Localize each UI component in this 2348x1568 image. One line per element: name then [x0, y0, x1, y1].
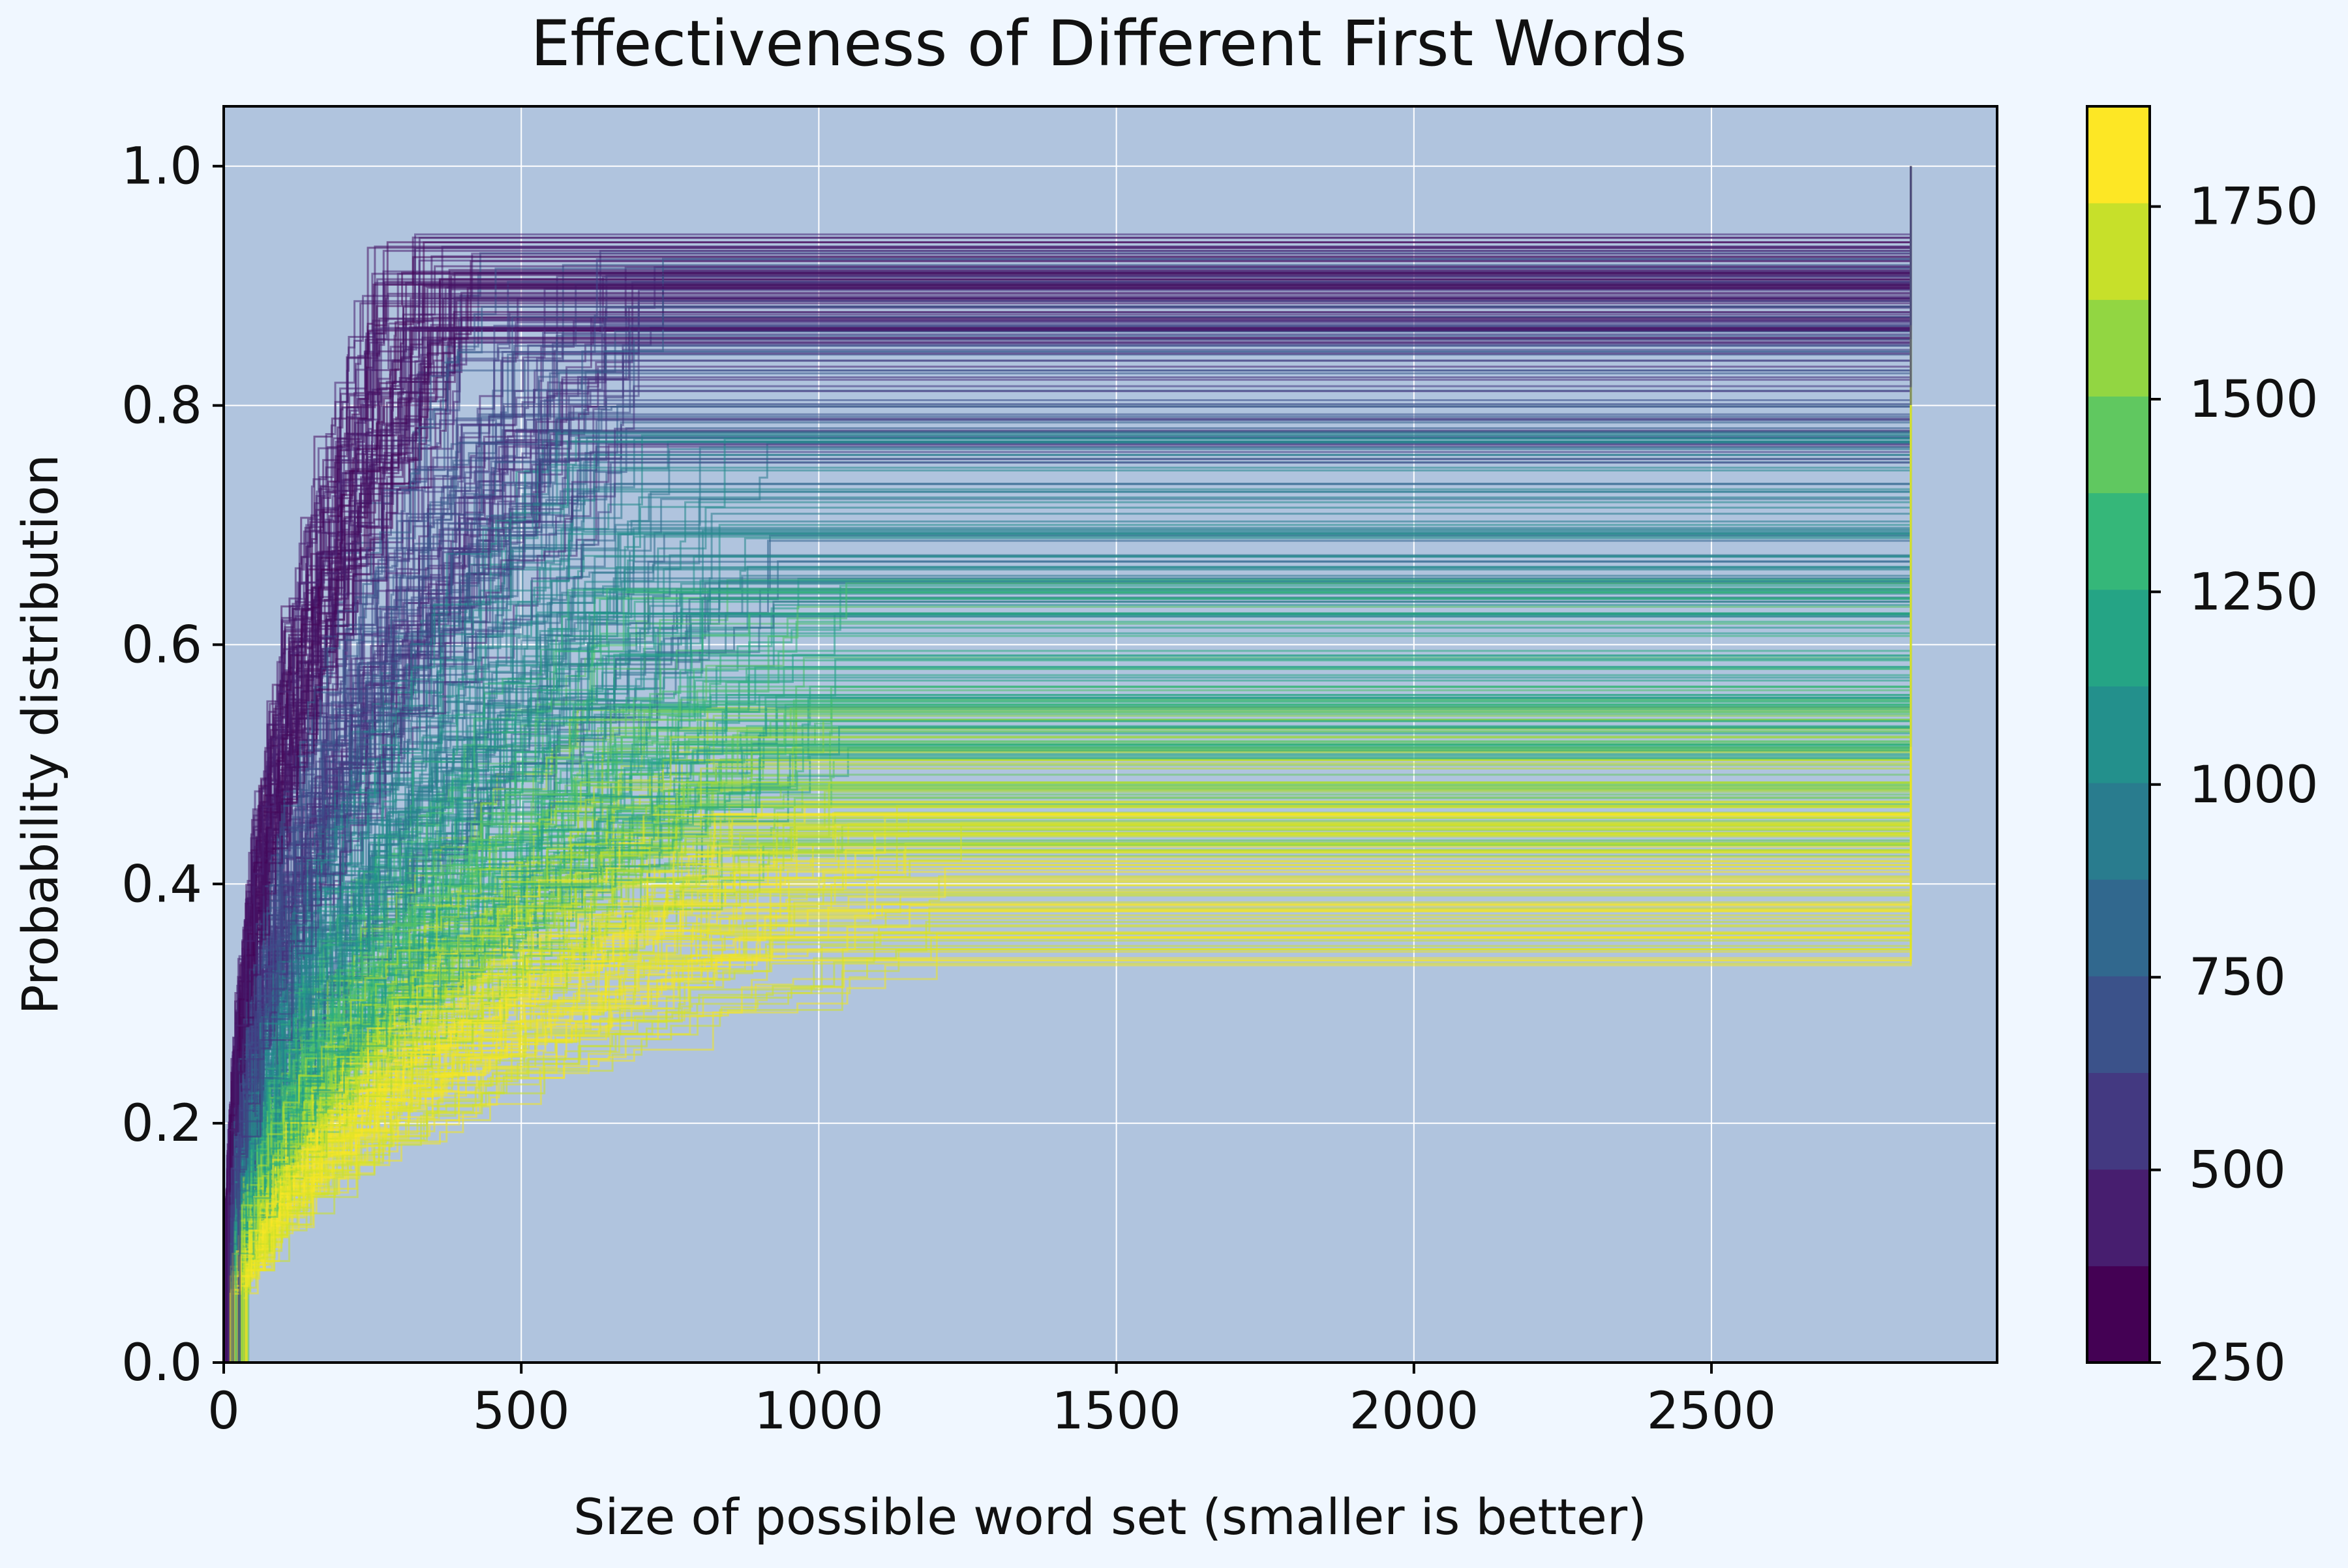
colorbar-tick-label-6: 1750 [2189, 178, 2319, 237]
step-curve [224, 166, 1912, 1364]
colorbar-segment-8 [2087, 492, 2150, 590]
colorbar-tick-label-2: 750 [2189, 948, 2286, 1007]
step-curve [224, 166, 1912, 1364]
step-curve [224, 166, 1912, 1364]
colorbar-tick-label-0: 250 [2189, 1334, 2286, 1393]
step-curve [224, 166, 1912, 1364]
step-curve [224, 166, 1912, 1364]
step-curve [224, 166, 1912, 1364]
x-axis-ticks: 0 500 1000 1500 2000 2500 [207, 1363, 1776, 1441]
step-curve [224, 166, 1912, 1364]
step-curve [224, 166, 1912, 1364]
colorbar-segment-3 [2087, 976, 2150, 1074]
x-tick-label-2: 1000 [754, 1382, 884, 1441]
step-curve [224, 166, 1912, 1364]
y-axis-ticks: 0.0 0.2 0.4 0.6 0.8 1.0 [121, 138, 224, 1393]
step-curve [224, 166, 1912, 1364]
colorbar-segment-5 [2087, 783, 2150, 880]
step-curve [224, 166, 1912, 1364]
step-curve [224, 166, 1912, 1364]
colorbar-segment-7 [2087, 589, 2150, 687]
colorbar-tick-label-3: 1000 [2189, 756, 2319, 815]
colorbar-segment-1 [2087, 1169, 2150, 1267]
step-curve [224, 166, 1912, 1364]
step-curve [224, 166, 1912, 1364]
chart-title: Effectiveness of Different First Words [531, 7, 1687, 80]
step-curve [224, 166, 1912, 1364]
x-tick-label-0: 0 [207, 1382, 240, 1441]
step-curve [224, 166, 1912, 1364]
colorbar-tick-label-4: 1250 [2189, 563, 2319, 622]
step-curve [224, 166, 1912, 1364]
colorbar-segment-12 [2087, 106, 2150, 204]
colorbar-tick-label-1: 500 [2189, 1141, 2286, 1200]
step-curve [224, 166, 1912, 1364]
y-tick-label-2: 0.4 [121, 855, 202, 914]
y-tick-label-0: 0.0 [121, 1334, 202, 1393]
colorbar-segment-4 [2087, 879, 2150, 976]
x-tick-label-5: 2500 [1647, 1382, 1777, 1441]
plot-frame [222, 105, 1998, 1364]
step-curve [224, 166, 1912, 1364]
x-tick-label-3: 1500 [1051, 1382, 1181, 1441]
colorbar-segment-0 [2087, 1265, 2150, 1363]
step-curve [224, 166, 1912, 1364]
step-curve [224, 166, 1912, 1364]
step-curve [224, 166, 1912, 1364]
step-curve [224, 166, 1912, 1364]
colorbar-segment-10 [2087, 299, 2150, 397]
y-tick-label-4: 0.8 [121, 377, 202, 436]
colorbar-tick-label-5: 1500 [2189, 370, 2319, 429]
colorbar-frame [2086, 105, 2151, 1364]
step-curves [224, 166, 1912, 1364]
step-curve [224, 166, 1912, 1364]
step-curve [224, 166, 1912, 1364]
y-axis-label: Probability distribution [11, 454, 69, 1014]
x-axis-label: Size of possible word set (smaller is be… [573, 1488, 1647, 1546]
step-curve [224, 166, 1912, 1364]
step-curve [224, 166, 1912, 1364]
step-curve [224, 166, 1912, 1364]
step-curve [224, 166, 1912, 1364]
step-curve [224, 166, 1912, 1364]
colorbar: 250 500 750 1000 1250 1500 1750 [2086, 105, 2319, 1393]
colorbar-segment-9 [2087, 396, 2150, 494]
colorbar-segment-11 [2087, 203, 2150, 300]
y-tick-label-1: 0.2 [121, 1094, 202, 1153]
step-curve [224, 166, 1912, 1364]
step-curve [224, 166, 1912, 1364]
x-tick-label-4: 2000 [1349, 1382, 1479, 1441]
y-tick-label-3: 0.6 [121, 616, 202, 674]
colorbar-segment-6 [2087, 686, 2150, 783]
step-curve [224, 166, 1912, 1364]
x-tick-label-1: 500 [473, 1382, 570, 1441]
step-curve [224, 166, 1912, 1364]
y-tick-label-5: 1.0 [121, 138, 202, 196]
colorbar-segment-2 [2087, 1072, 2150, 1170]
step-curve [224, 166, 1912, 1364]
